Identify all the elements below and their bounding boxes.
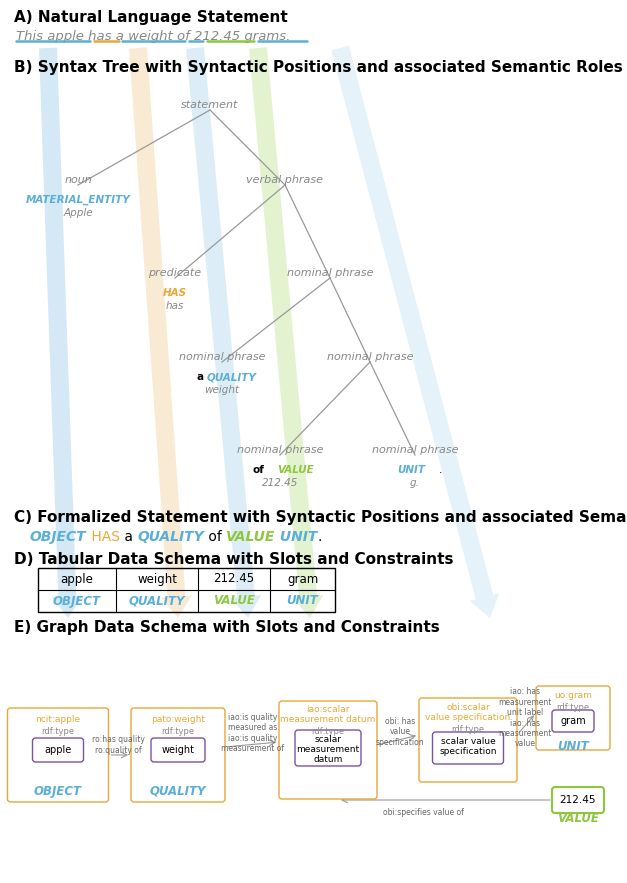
Text: measurement datum: measurement datum bbox=[280, 715, 376, 724]
Text: statement: statement bbox=[181, 100, 239, 110]
Text: ncit:apple: ncit:apple bbox=[36, 714, 80, 723]
Text: pato:weight: pato:weight bbox=[151, 714, 205, 723]
Polygon shape bbox=[186, 47, 255, 597]
Text: 212.45: 212.45 bbox=[262, 478, 298, 488]
Text: rdf:type: rdf:type bbox=[161, 727, 194, 736]
Text: obi:scalar: obi:scalar bbox=[446, 704, 490, 713]
Polygon shape bbox=[470, 593, 499, 618]
Text: nominal phrase: nominal phrase bbox=[372, 445, 458, 455]
Text: weight: weight bbox=[204, 385, 240, 395]
Text: gram: gram bbox=[560, 716, 586, 726]
Text: QUALITY: QUALITY bbox=[129, 594, 185, 608]
FancyBboxPatch shape bbox=[552, 787, 604, 813]
Text: 212.45: 212.45 bbox=[560, 795, 596, 805]
FancyBboxPatch shape bbox=[151, 738, 205, 762]
Text: rdf:type: rdf:type bbox=[41, 727, 75, 736]
Text: scalar: scalar bbox=[315, 736, 342, 744]
FancyBboxPatch shape bbox=[433, 732, 503, 764]
Polygon shape bbox=[249, 47, 317, 597]
Text: QUALITY: QUALITY bbox=[150, 784, 206, 797]
Text: OBJECT: OBJECT bbox=[34, 784, 82, 797]
Polygon shape bbox=[129, 48, 186, 597]
Text: VALUE: VALUE bbox=[557, 811, 599, 825]
Text: weight: weight bbox=[137, 572, 177, 585]
Text: obi:specifies value of: obi:specifies value of bbox=[382, 808, 463, 817]
Text: a: a bbox=[196, 372, 204, 382]
Polygon shape bbox=[52, 596, 83, 618]
Text: verbal phrase: verbal phrase bbox=[246, 175, 324, 185]
Polygon shape bbox=[39, 48, 76, 597]
Polygon shape bbox=[161, 595, 192, 618]
Text: OBJECT: OBJECT bbox=[53, 594, 101, 608]
FancyBboxPatch shape bbox=[279, 701, 377, 799]
Text: C) Formalized Statement with Syntactic Positions and associated Semantic Roles: C) Formalized Statement with Syntactic P… bbox=[14, 510, 627, 525]
FancyBboxPatch shape bbox=[419, 698, 517, 782]
Text: measurement: measurement bbox=[297, 745, 359, 754]
Text: weight: weight bbox=[162, 745, 194, 755]
Text: noun: noun bbox=[64, 175, 92, 185]
Text: iao: has
measurement
unit label
iao: has
measurement
value: iao: has measurement unit label iao: has… bbox=[498, 688, 552, 749]
Text: g.: g. bbox=[410, 478, 420, 488]
Text: of: of bbox=[252, 465, 264, 475]
Text: .: . bbox=[440, 465, 443, 475]
Text: apple: apple bbox=[45, 745, 71, 755]
Text: .: . bbox=[318, 530, 322, 544]
Text: UNIT: UNIT bbox=[287, 594, 319, 608]
Text: QUALITY: QUALITY bbox=[207, 372, 257, 382]
Text: E) Graph Data Schema with Slots and Constraints: E) Graph Data Schema with Slots and Cons… bbox=[14, 620, 440, 635]
Text: rdf:type: rdf:type bbox=[451, 724, 485, 734]
Polygon shape bbox=[231, 595, 261, 618]
Polygon shape bbox=[331, 46, 493, 600]
FancyBboxPatch shape bbox=[552, 710, 594, 732]
Polygon shape bbox=[293, 595, 324, 618]
Text: nominal phrase: nominal phrase bbox=[237, 445, 324, 455]
Text: ro:has quality
ro:quality of: ro:has quality ro:quality of bbox=[92, 736, 144, 755]
FancyBboxPatch shape bbox=[536, 686, 610, 750]
Text: 212.45: 212.45 bbox=[213, 572, 255, 585]
Text: nominal phrase: nominal phrase bbox=[287, 268, 373, 278]
Text: A) Natural Language Statement: A) Natural Language Statement bbox=[14, 10, 288, 25]
Text: This apple has a weight of 212.45 grams.: This apple has a weight of 212.45 grams. bbox=[16, 30, 290, 43]
Text: D) Tabular Data Schema with Slots and Constraints: D) Tabular Data Schema with Slots and Co… bbox=[14, 552, 453, 567]
Text: HAS: HAS bbox=[87, 530, 120, 544]
FancyBboxPatch shape bbox=[131, 708, 225, 802]
Text: specification: specification bbox=[440, 748, 497, 757]
Text: rdf:type: rdf:type bbox=[556, 703, 589, 712]
Text: VALUE: VALUE bbox=[226, 530, 275, 544]
Text: gram: gram bbox=[287, 572, 318, 585]
Text: apple: apple bbox=[61, 572, 93, 585]
Text: UNIT: UNIT bbox=[557, 739, 589, 752]
Text: a: a bbox=[120, 530, 137, 544]
Text: OBJECT: OBJECT bbox=[30, 530, 87, 544]
Text: nominal phrase: nominal phrase bbox=[179, 352, 265, 362]
Text: UNIT: UNIT bbox=[275, 530, 318, 544]
Text: nominal phrase: nominal phrase bbox=[327, 352, 413, 362]
Text: rdf:type: rdf:type bbox=[312, 728, 345, 736]
Text: iao:is quality
measured as
iao:is quality
measurement of: iao:is quality measured as iao:is qualit… bbox=[221, 713, 285, 753]
Text: value specification: value specification bbox=[425, 713, 510, 722]
Text: has: has bbox=[166, 301, 184, 311]
Bar bbox=[38, 568, 335, 612]
Text: scalar value: scalar value bbox=[441, 737, 495, 746]
Text: Apple: Apple bbox=[63, 208, 93, 218]
Text: QUALITY: QUALITY bbox=[137, 530, 204, 544]
FancyBboxPatch shape bbox=[8, 708, 108, 802]
FancyBboxPatch shape bbox=[33, 738, 83, 762]
Text: MATERIAL_ENTITY: MATERIAL_ENTITY bbox=[26, 195, 130, 205]
Text: VALUE: VALUE bbox=[213, 594, 255, 608]
Text: HAS: HAS bbox=[163, 288, 187, 298]
Text: datum: datum bbox=[314, 756, 343, 765]
Text: obi: has
value
specification: obi: has value specification bbox=[376, 717, 424, 747]
Text: uo:gram: uo:gram bbox=[554, 691, 592, 700]
Text: iao:scalar: iao:scalar bbox=[306, 706, 350, 714]
Text: UNIT: UNIT bbox=[397, 465, 425, 475]
Text: VALUE: VALUE bbox=[278, 465, 314, 475]
Text: B) Syntax Tree with Syntactic Positions and associated Semantic Roles: B) Syntax Tree with Syntactic Positions … bbox=[14, 60, 623, 75]
Text: predicate: predicate bbox=[149, 268, 201, 278]
FancyBboxPatch shape bbox=[295, 730, 361, 766]
Text: of: of bbox=[204, 530, 226, 544]
